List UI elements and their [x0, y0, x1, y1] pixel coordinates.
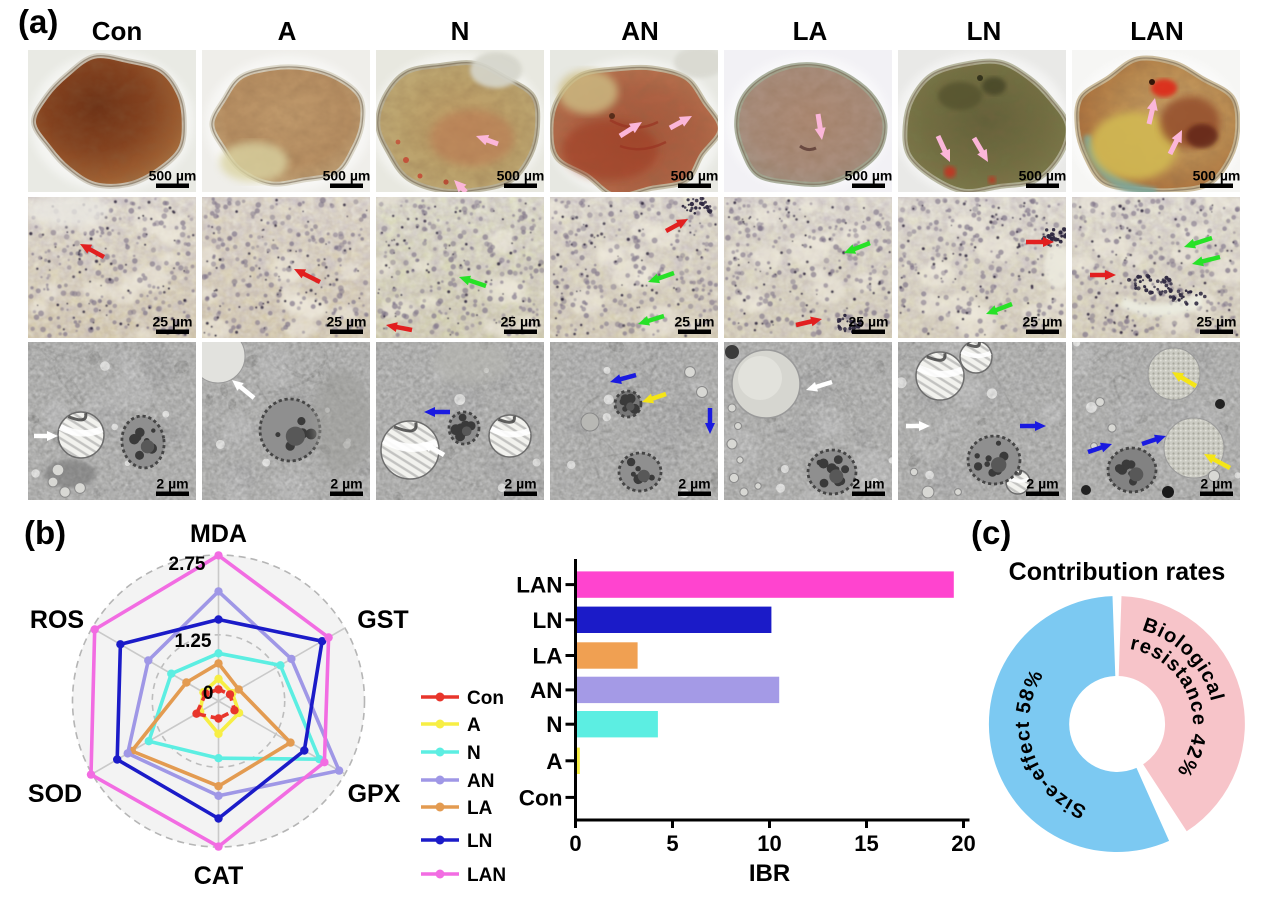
svg-text:MDA: MDA — [190, 520, 247, 548]
svg-text:500 µm: 500 µm — [1193, 168, 1241, 184]
svg-text:2.75: 2.75 — [169, 554, 206, 575]
svg-text:Con: Con — [519, 785, 563, 810]
svg-text:25 µm: 25 µm — [1197, 314, 1237, 330]
svg-text:AN: AN — [530, 678, 563, 703]
svg-text:25 µm: 25 µm — [1023, 314, 1063, 330]
svg-text:LAN: LAN — [516, 573, 562, 598]
svg-text:15: 15 — [854, 831, 878, 856]
svg-text:25 µm: 25 µm — [153, 314, 193, 330]
svg-text:N: N — [467, 743, 481, 764]
svg-text:25 µm: 25 µm — [501, 314, 541, 330]
svg-text:ROS: ROS — [30, 606, 84, 634]
svg-text:10: 10 — [757, 831, 781, 856]
svg-text:1.25: 1.25 — [175, 631, 212, 652]
svg-text:2 µm: 2 µm — [852, 476, 884, 492]
svg-text:500 µm: 500 µm — [149, 168, 197, 184]
svg-text:LN: LN — [467, 831, 492, 852]
svg-text:500 µm: 500 µm — [1019, 168, 1067, 184]
svg-text:25 µm: 25 µm — [675, 314, 715, 330]
svg-text:20: 20 — [951, 831, 975, 856]
svg-text:0: 0 — [569, 831, 581, 856]
svg-text:25 µm: 25 µm — [849, 314, 889, 330]
svg-text:A: A — [467, 715, 481, 736]
svg-text:5: 5 — [666, 831, 678, 856]
svg-text:LA: LA — [533, 644, 563, 669]
svg-text:500 µm: 500 µm — [845, 168, 893, 184]
svg-text:2 µm: 2 µm — [504, 476, 536, 492]
svg-text:CAT: CAT — [194, 862, 244, 890]
svg-text:GST: GST — [357, 606, 408, 634]
svg-text:2 µm: 2 µm — [678, 476, 710, 492]
svg-text:500 µm: 500 µm — [323, 168, 371, 184]
svg-text:AN: AN — [467, 771, 494, 792]
svg-text:SOD: SOD — [28, 780, 82, 808]
svg-text:Contribution rates: Contribution rates — [1009, 558, 1226, 586]
svg-text:2 µm: 2 µm — [330, 476, 362, 492]
svg-text:2 µm: 2 µm — [1200, 476, 1232, 492]
svg-text:2 µm: 2 µm — [1026, 476, 1058, 492]
svg-text:500 µm: 500 µm — [497, 168, 545, 184]
svg-text:IBR: IBR — [749, 860, 790, 887]
svg-text:25 µm: 25 µm — [327, 314, 367, 330]
svg-text:A: A — [546, 749, 562, 774]
svg-text:GPX: GPX — [348, 780, 401, 808]
svg-text:Con: Con — [467, 688, 504, 709]
svg-text:LAN: LAN — [467, 865, 506, 886]
svg-text:2 µm: 2 µm — [156, 476, 188, 492]
svg-text:LA: LA — [467, 798, 493, 819]
svg-text:0: 0 — [203, 683, 214, 704]
svg-text:500 µm: 500 µm — [671, 168, 719, 184]
svg-text:LN: LN — [533, 608, 563, 633]
svg-text:N: N — [546, 712, 562, 737]
